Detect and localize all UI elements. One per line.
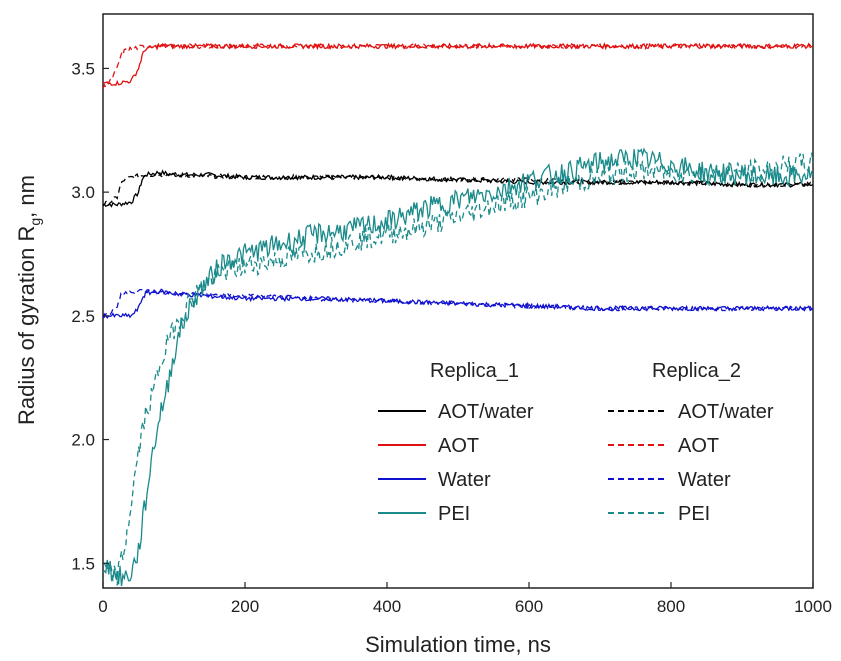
series-line-water-replica-2 — [102, 288, 814, 319]
x-tick-label: 400 — [373, 597, 401, 616]
x-tick-label: 0 — [98, 597, 107, 616]
legend-label-aot-replica-2: AOT — [678, 435, 719, 457]
legend-label-aot-water-replica-1: AOT/water — [438, 401, 534, 423]
series-line-pei-replica-2 — [102, 152, 814, 586]
y-tick-label: 1.5 — [71, 554, 95, 573]
series-line-aot-replica-2 — [102, 42, 814, 89]
legend-label-aot-replica-1: AOT — [438, 435, 479, 457]
y-tick-label: 2.0 — [71, 431, 95, 450]
legend-label-aot-water-replica-2: AOT/water — [678, 401, 774, 423]
series-line-aot-water-replica-2 — [102, 172, 814, 207]
plot-frame — [102, 13, 814, 589]
legend-label-water-replica-2: Water — [678, 469, 731, 491]
legend-header-replica-1: Replica_1 — [430, 360, 519, 382]
legend-label-pei-replica-1: PEI — [438, 503, 470, 525]
y-axis-title-main: Radius of gyration R — [14, 226, 39, 425]
y-tick-label: 3.0 — [71, 183, 95, 202]
x-tick-label: 200 — [231, 597, 259, 616]
legend-label-pei-replica-2: PEI — [678, 503, 710, 525]
ticks-layer: 0 200 400 600 800 1000 1.5 2.0 2.5 3.0 3.5 — [71, 59, 832, 616]
y-tick-label: 3.5 — [71, 59, 95, 78]
series-line-water-replica-1 — [102, 288, 814, 319]
x-axis-title: Simulation time, ns — [365, 632, 551, 657]
legend-label-water-replica-1: Water — [438, 469, 491, 491]
series-layer — [102, 41, 814, 587]
legend-header-replica-2: Replica_2 — [652, 360, 741, 382]
x-tick-label: 600 — [515, 597, 543, 616]
y-axis-title-tail: , nm — [14, 175, 39, 218]
legend: Replica_1 Replica_2 AOT/water AOT/water AO… — [378, 360, 774, 525]
series-line-aot-replica-1 — [102, 41, 814, 87]
x-tick-label: 1000 — [794, 597, 832, 616]
x-tick-label: 800 — [657, 597, 685, 616]
y-axis-title: Radius of gyration Rg, nm — [14, 175, 43, 425]
y-axis-title-sub: g — [27, 218, 43, 226]
y-tick-label: 2.5 — [71, 307, 95, 326]
